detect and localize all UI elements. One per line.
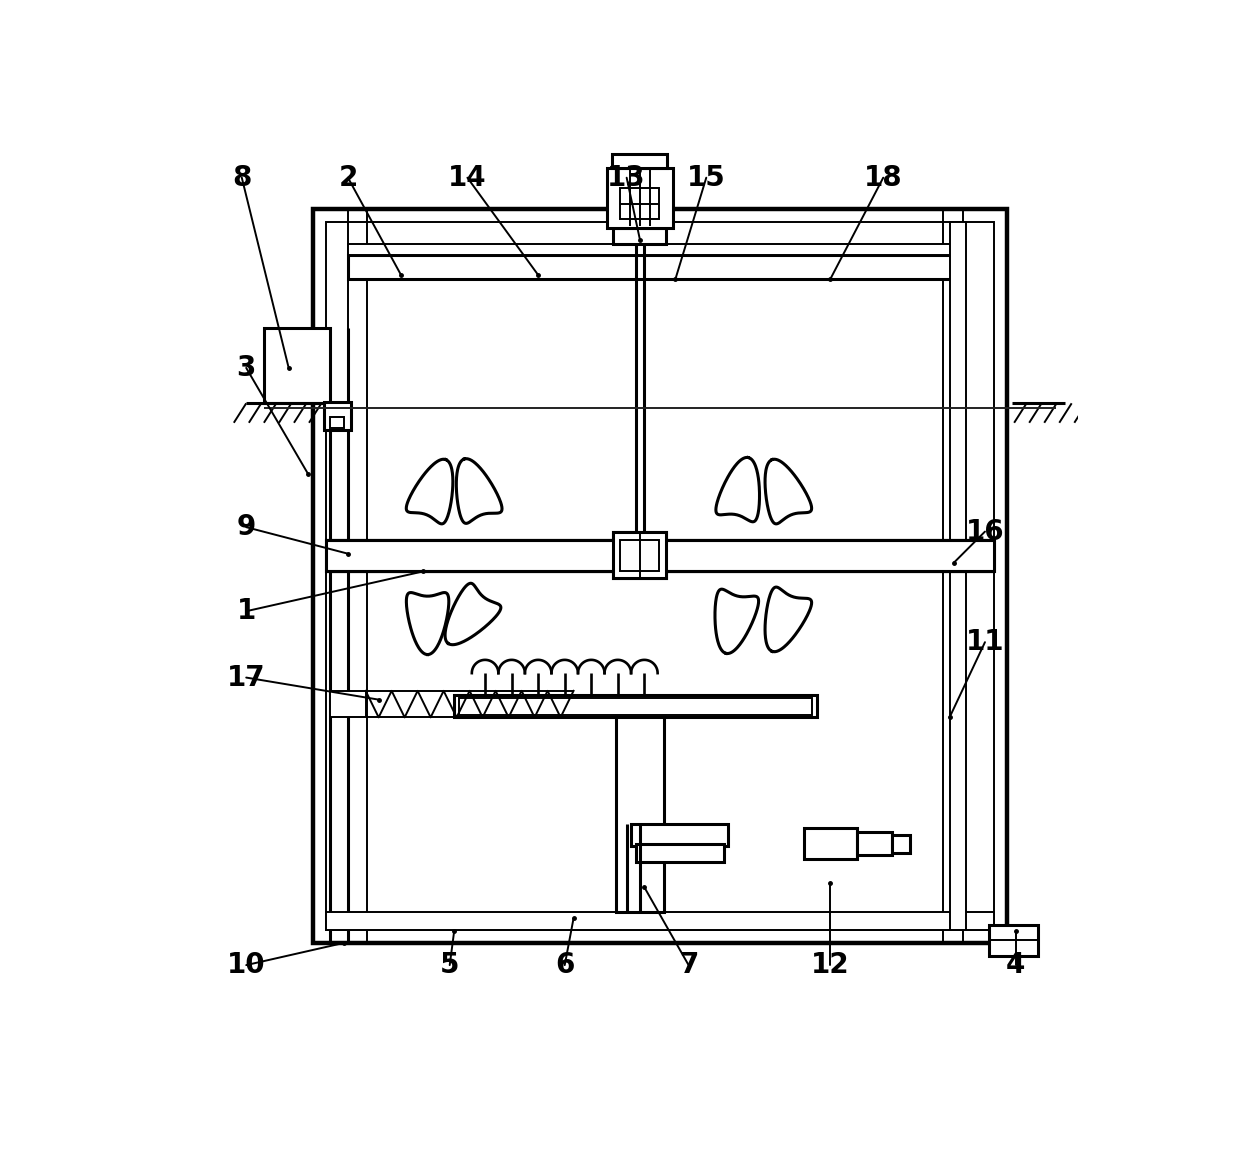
Bar — [326, 540, 993, 571]
Text: 14: 14 — [448, 163, 487, 192]
Text: 13: 13 — [608, 163, 646, 192]
Bar — [326, 912, 993, 930]
Bar — [990, 925, 1038, 956]
Bar — [330, 417, 343, 429]
Polygon shape — [715, 457, 760, 522]
Polygon shape — [765, 587, 812, 651]
Text: 1: 1 — [237, 597, 255, 625]
Text: 3: 3 — [237, 354, 255, 381]
Bar — [614, 532, 666, 578]
Bar — [631, 824, 728, 846]
Text: 9: 9 — [237, 514, 255, 541]
Bar — [613, 154, 667, 168]
Polygon shape — [456, 458, 502, 523]
Text: 8: 8 — [232, 163, 252, 192]
Text: 6: 6 — [556, 951, 574, 979]
Bar — [348, 209, 367, 943]
Bar — [620, 540, 660, 571]
Bar — [326, 540, 993, 571]
Bar — [348, 255, 962, 279]
Bar — [615, 717, 665, 912]
Bar — [606, 168, 673, 229]
Bar — [454, 695, 817, 717]
Text: 4: 4 — [1006, 951, 1025, 979]
Bar — [324, 401, 351, 430]
Text: 2: 2 — [339, 163, 357, 192]
Bar — [614, 532, 666, 578]
Bar — [620, 188, 660, 219]
Bar — [330, 691, 366, 717]
Text: 17: 17 — [227, 664, 265, 692]
Polygon shape — [407, 460, 453, 524]
Bar — [459, 697, 812, 715]
Text: 15: 15 — [687, 163, 725, 192]
Bar — [312, 209, 1007, 943]
Text: 18: 18 — [864, 163, 903, 192]
Text: 10: 10 — [227, 951, 265, 979]
Bar — [892, 835, 910, 853]
Bar — [944, 209, 962, 943]
Bar — [635, 843, 724, 862]
Bar — [614, 229, 666, 244]
Text: 5: 5 — [440, 951, 460, 979]
Bar — [804, 828, 857, 859]
Polygon shape — [445, 584, 501, 645]
Bar — [620, 540, 660, 571]
Polygon shape — [765, 460, 812, 524]
Polygon shape — [407, 593, 449, 655]
Text: 16: 16 — [966, 517, 1004, 546]
Bar — [348, 244, 962, 255]
Bar — [326, 222, 993, 930]
Text: 12: 12 — [811, 951, 849, 979]
Bar — [950, 222, 966, 930]
Text: 7: 7 — [678, 951, 698, 979]
Bar — [857, 832, 892, 855]
Bar — [264, 329, 330, 403]
Polygon shape — [715, 589, 759, 654]
Text: 11: 11 — [966, 629, 1004, 656]
